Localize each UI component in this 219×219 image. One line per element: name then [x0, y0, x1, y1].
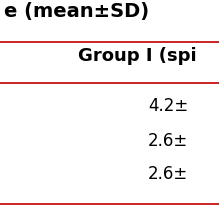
- Text: Group I (spi: Group I (spi: [78, 47, 197, 65]
- Text: 4.2±: 4.2±: [148, 97, 188, 115]
- Text: 2.6±: 2.6±: [148, 132, 188, 150]
- Text: e (mean±SD): e (mean±SD): [4, 2, 149, 21]
- Text: 2.6±: 2.6±: [148, 165, 188, 183]
